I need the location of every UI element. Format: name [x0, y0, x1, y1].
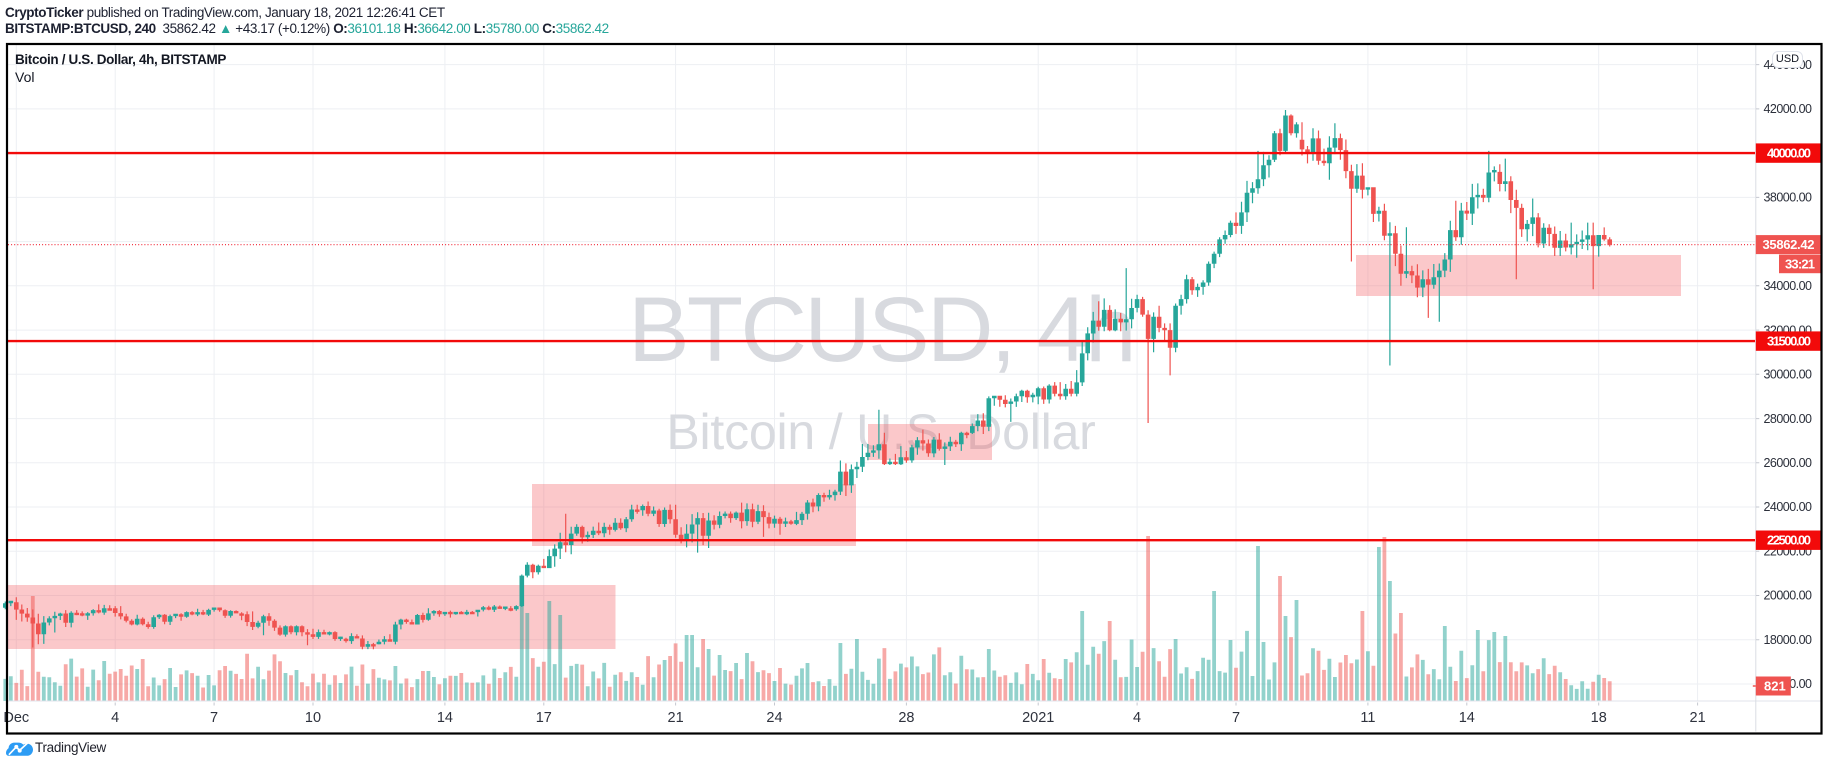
svg-text:14: 14 [437, 710, 453, 726]
svg-text:42000.00: 42000.00 [1764, 102, 1813, 116]
svg-text:7: 7 [210, 710, 218, 726]
svg-text:26000.00: 26000.00 [1764, 456, 1813, 470]
svg-text:28: 28 [898, 710, 914, 726]
svg-text:17: 17 [536, 710, 552, 726]
svg-text:40000.00: 40000.00 [1767, 146, 1811, 161]
svg-text:821: 821 [1764, 679, 1786, 694]
svg-text:31500.00: 31500.00 [1767, 334, 1811, 349]
svg-text:34000.00: 34000.00 [1764, 279, 1813, 293]
svg-text:35862.42: 35862.42 [1763, 237, 1815, 252]
svg-text:38000.00: 38000.00 [1764, 191, 1813, 205]
svg-text:28000.00: 28000.00 [1764, 412, 1813, 426]
svg-text:14: 14 [1459, 710, 1475, 726]
svg-text:BTCUSD, 4h: BTCUSD, 4h [628, 279, 1134, 381]
svg-text:Dec: Dec [3, 710, 29, 726]
svg-text:18000.00: 18000.00 [1764, 633, 1813, 647]
svg-text:4: 4 [111, 710, 119, 726]
svg-text:21: 21 [1690, 710, 1706, 726]
svg-text:33:21: 33:21 [1785, 257, 1815, 272]
svg-text:20000.00: 20000.00 [1764, 589, 1813, 603]
svg-text:24000.00: 24000.00 [1764, 500, 1813, 514]
svg-text:Bitcoin / U.S. Dollar: Bitcoin / U.S. Dollar [666, 404, 1095, 460]
svg-text:21: 21 [668, 710, 684, 726]
svg-text:4: 4 [1133, 710, 1141, 726]
svg-text:30000.00: 30000.00 [1764, 368, 1813, 382]
svg-text:7: 7 [1232, 710, 1240, 726]
svg-text:10: 10 [305, 710, 321, 726]
svg-text:22500.00: 22500.00 [1767, 533, 1811, 548]
svg-text:18: 18 [1591, 710, 1607, 726]
svg-text:11: 11 [1360, 710, 1375, 726]
svg-text:2021: 2021 [1022, 710, 1054, 726]
svg-text:24: 24 [766, 710, 782, 726]
